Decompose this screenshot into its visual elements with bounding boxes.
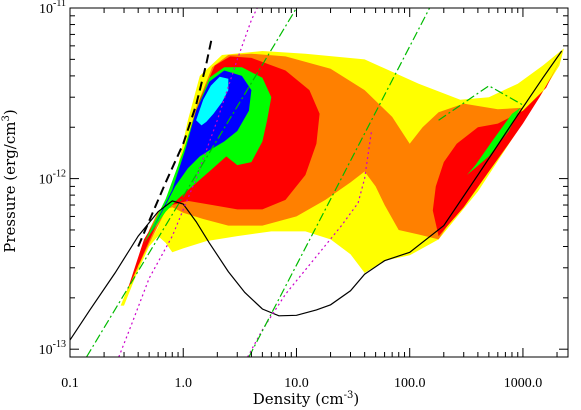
y-tick-label: 10-12 xyxy=(39,169,66,188)
dotted-line-3 xyxy=(247,130,373,357)
x-tick-label: 1.0 xyxy=(174,376,192,391)
solid-line-0 xyxy=(70,50,563,341)
x-tick-label: 100.0 xyxy=(394,376,426,391)
y-tick-label: 10-13 xyxy=(39,339,66,358)
plot-frame xyxy=(69,7,569,358)
dotted-line-2 xyxy=(118,8,258,357)
contour-level-3-region-2 xyxy=(127,56,320,291)
x-tick-labels: 0.1 1.0 10.0 100.0 1000.0 xyxy=(61,376,542,391)
x-axis-title: Density (cm-3) xyxy=(253,390,359,408)
y-tick-label: 10-11 xyxy=(39,0,66,17)
contour-level-5-region-6 xyxy=(149,70,252,237)
contour-level-4-region-5 xyxy=(466,107,521,175)
x-tick-label: 1000.0 xyxy=(504,376,543,391)
contour-level-6-region-7 xyxy=(196,76,229,126)
x-tick-label: 0.1 xyxy=(61,376,79,391)
y-axis-title: Pressure (erg/cm3) xyxy=(1,109,19,252)
y-tick-labels: 10-13 10-12 10-11 xyxy=(39,0,66,358)
x-tick-label: 10.0 xyxy=(284,376,309,391)
dashdot-line-6 xyxy=(438,85,524,121)
plot-area xyxy=(120,48,564,306)
dashdot-line-5 xyxy=(248,8,431,357)
reference-lines xyxy=(70,8,563,357)
dashed-line-1 xyxy=(137,36,214,247)
axis-ticks xyxy=(69,7,568,358)
